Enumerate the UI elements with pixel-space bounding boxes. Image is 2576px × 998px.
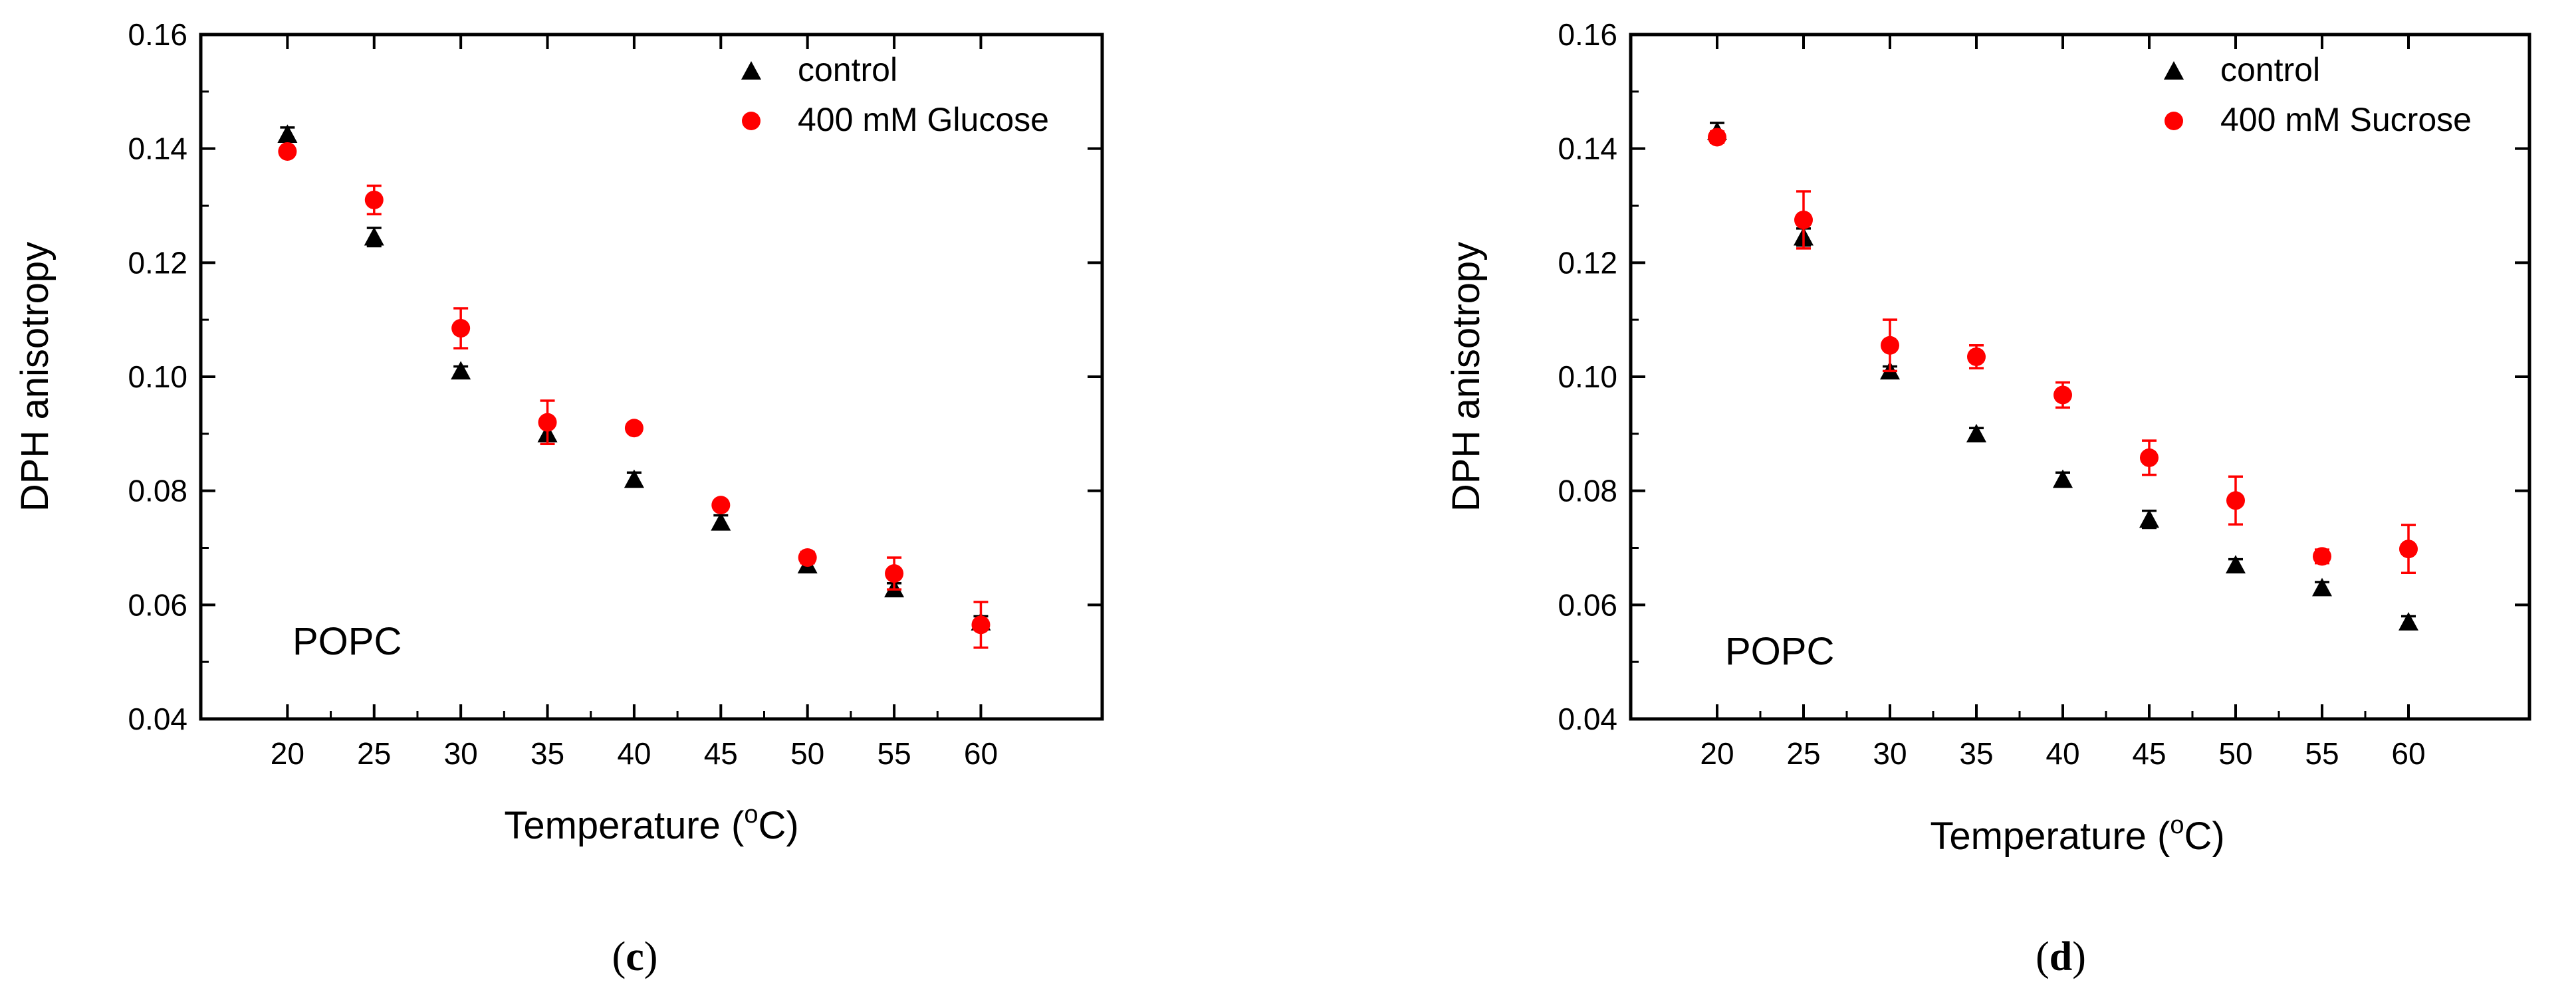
chart-c-x-tick-label: 25 <box>357 736 391 771</box>
chart-d-y-tick-label: 0.08 <box>1558 474 1617 508</box>
chart-d-x-tick-label: 60 <box>2391 736 2425 771</box>
chart-c-legend-marker <box>741 61 761 80</box>
chart-d-y-tick-label: 0.06 <box>1558 587 1617 622</box>
chart-c-annotation: POPC <box>293 620 402 663</box>
chart-d-y-tick-label: 0.10 <box>1558 359 1617 394</box>
chart-c-y-tick-label: 0.14 <box>128 132 187 166</box>
chart-d-series-control <box>1707 121 2418 631</box>
chart-d-x-axis-title-degree: o <box>2170 811 2184 839</box>
chart-d-x-axis-title-main: Temperature ( <box>1930 815 2170 858</box>
chart-c-x-tick-label: 40 <box>617 736 651 771</box>
chart-panel-d: 20 25 30 35 40 45 50 55 60 0.04 0.06 0.08 0.10 0.12 0.… <box>1445 17 2531 979</box>
chart-d-x-tick-label: 25 <box>1786 736 1820 771</box>
chart-c-data-point <box>624 419 644 438</box>
chart-c-data-point <box>364 190 384 209</box>
chart-c-data-point <box>278 142 297 161</box>
chart-d-x-tick-label: 35 <box>1959 736 1993 771</box>
chart-c-data-point <box>451 319 471 338</box>
chart-d-panel-letter: d <box>2049 934 2072 979</box>
chart-d-data-point <box>2313 547 2331 566</box>
chart-c-x-axis-title: Temperature (oC) <box>504 801 798 847</box>
chart-c-panel-letter: c <box>626 934 644 979</box>
chart-c-legend-label: control <box>798 51 897 88</box>
chart-d-data-point <box>1967 347 1986 366</box>
chart-d-data-point <box>2053 469 2073 488</box>
chart-d-x-axis-title: Temperature (oC) <box>1930 811 2224 858</box>
chart-d-panel-label: (d) <box>2036 934 2086 979</box>
chart-d-data-point <box>1708 128 1726 147</box>
chart-c-y-tick-label: 0.10 <box>128 359 187 394</box>
chart-c-panel-label: (c) <box>612 934 658 979</box>
chart-c-data-point <box>538 413 557 432</box>
chart-d-x-tick-label: 50 <box>2218 736 2252 771</box>
chart-c-x-axis-title-degree: o <box>744 801 758 829</box>
chart-c-x-tick-label: 60 <box>964 736 998 771</box>
chart-c-y-tick-label: 0.16 <box>128 17 187 52</box>
chart-c-data-point <box>711 512 731 531</box>
chart-c-data-point <box>798 548 817 567</box>
chart-c-data-point <box>364 227 384 246</box>
chart-c-x-tick-label: 45 <box>704 736 738 771</box>
chart-d-y-axis-title: DPH anisotropy <box>1445 242 1488 512</box>
chart-d-y-tick-label: 0.12 <box>1558 245 1617 280</box>
chart-d-x-tick-label: 55 <box>2305 736 2339 771</box>
chart-d-x-axis-title-unit: C) <box>2184 815 2224 858</box>
chart-c-x-tick-label: 55 <box>877 736 911 771</box>
chart-d-data-point <box>2226 555 2246 573</box>
chart-c-data-point <box>711 496 731 515</box>
chart-d-data-point <box>2140 448 2159 467</box>
chart-c-y-tick-label: 0.12 <box>128 245 187 280</box>
chart-d-y-tick-label: 0.16 <box>1558 17 1617 52</box>
chart-d-legend-marker <box>2165 112 2183 130</box>
chart-c-y-axis-title: DPH anisotropy <box>13 242 57 512</box>
chart-d-data-point <box>2399 540 2418 559</box>
chart-d-data-point <box>1881 336 1899 355</box>
chart-d-data-point <box>1794 210 1813 229</box>
chart-d-x-tick-label: 45 <box>2132 736 2166 771</box>
chart-c-y-tick-label: 0.08 <box>128 474 187 508</box>
chart-c-y-tick-label: 0.04 <box>128 702 187 736</box>
chart-d-x-tick-label: 20 <box>1700 736 1734 771</box>
chart-c-x-axis-title-unit: C) <box>758 804 798 847</box>
chart-d-x-tick-label: 40 <box>2046 736 2079 771</box>
chart-d-data-point <box>1966 423 1986 443</box>
chart-d-data-point <box>2399 612 2418 631</box>
chart-d-y-tick-label: 0.04 <box>1558 702 1617 736</box>
chart-d-data-point <box>2226 491 2245 510</box>
chart-c-data-point <box>885 564 904 583</box>
chart-c-x-tick-label: 20 <box>271 736 304 771</box>
chart-c-x-tick-label: 30 <box>444 736 478 771</box>
chart-c-x-tick-label: 50 <box>790 736 824 771</box>
chart-c-y-tick-label: 0.06 <box>128 587 187 622</box>
chart-c-data-point <box>971 615 991 635</box>
chart-d-y-tick-label: 0.14 <box>1558 132 1617 166</box>
chart-c-series-treatment <box>278 142 991 649</box>
chart-d-legend-label: 400 mM Sucrose <box>2220 101 2472 138</box>
chart-panel-c: 20 25 30 35 40 45 50 55 60 0.04 0.06 0.08 0.10 0.12 0.… <box>13 17 1104 979</box>
chart-c-x-axis-title-main: Temperature ( <box>504 804 744 847</box>
chart-c-data-point <box>277 124 298 143</box>
chart-c-legend-label: 400 mM Glucose <box>798 101 1049 138</box>
chart-d-data-point <box>2053 385 2072 405</box>
chart-d-legend-label: control <box>2220 51 2320 88</box>
chart-d-annotation: POPC <box>1725 630 1834 673</box>
chart-d-data-point <box>2312 577 2332 597</box>
chart-c-data-point <box>451 361 471 380</box>
chart-c-data-point <box>624 469 644 488</box>
chart-d-series-treatment <box>1708 128 2418 575</box>
chart-d-legend-marker <box>2164 61 2184 80</box>
chart-c-x-tick-label: 35 <box>530 736 564 771</box>
chart-c-series-control <box>277 124 991 631</box>
chart-c-legend-marker <box>742 112 761 130</box>
chart-d-data-point <box>2139 509 2159 528</box>
chart-d-x-tick-label: 30 <box>1873 736 1907 771</box>
